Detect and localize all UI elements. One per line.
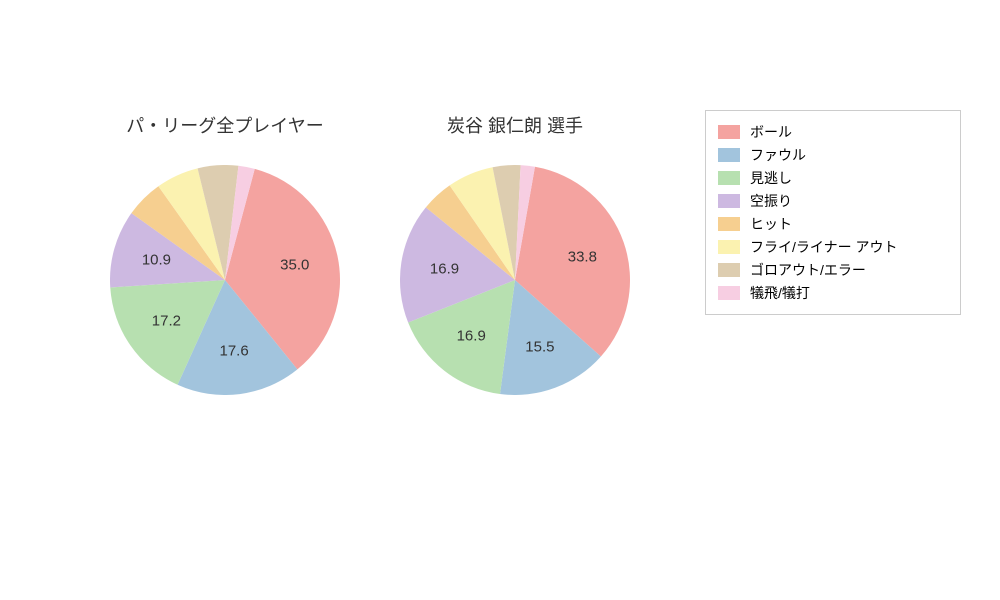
legend-swatch-foul (718, 148, 740, 162)
chart-container: パ・リーグ全プレイヤー 炭谷 銀仁朗 選手 35.0 17.6 17.2 10.9 3… (0, 0, 1000, 600)
legend-item-swing: 空振り (718, 191, 948, 211)
legend-label-ball: ボール (750, 122, 792, 142)
legend-swatch-swing (718, 194, 740, 208)
legend-item-foul: ファウル (718, 145, 948, 165)
pie-label-foul: 15.5 (525, 338, 554, 355)
legend-swatch-ground (718, 263, 740, 277)
legend: ボールファウル見逃し空振りヒットフライ/ライナー アウトゴロアウト/エラー犠飛/… (705, 110, 961, 315)
pie-label-look: 17.2 (152, 312, 181, 329)
legend-item-fly: フライ/ライナー アウト (718, 237, 948, 257)
pie-label-ball: 35.0 (280, 257, 309, 274)
legend-label-foul: ファウル (750, 145, 806, 165)
legend-label-fly: フライ/ライナー アウト (750, 237, 898, 257)
legend-label-sacrifice: 犠飛/犠打 (750, 283, 810, 303)
legend-label-ground: ゴロアウト/エラー (750, 260, 866, 280)
legend-swatch-sacrifice (718, 286, 740, 300)
legend-label-look: 見逃し (750, 168, 792, 188)
legend-swatch-hit (718, 217, 740, 231)
legend-item-look: 見逃し (718, 168, 948, 188)
legend-label-hit: ヒット (750, 214, 792, 234)
legend-swatch-fly (718, 240, 740, 254)
pie-label-look: 16.9 (457, 328, 486, 345)
pie-label-foul: 17.6 (219, 342, 248, 359)
chart-title-league: パ・リーグ全プレイヤー (115, 112, 335, 138)
legend-item-hit: ヒット (718, 214, 948, 234)
pie-chart-league: 35.0 17.6 17.2 10.9 (110, 165, 340, 395)
legend-item-sacrifice: 犠飛/犠打 (718, 283, 948, 303)
pie-label-swing: 10.9 (142, 252, 171, 269)
pie-label-swing: 16.9 (430, 261, 459, 278)
pie-chart-player: 33.8 15.5 16.9 16.9 (400, 165, 630, 395)
legend-item-ball: ボール (718, 122, 948, 142)
pie-label-ball: 33.8 (568, 248, 597, 265)
legend-label-swing: 空振り (750, 191, 792, 211)
legend-swatch-ball (718, 125, 740, 139)
chart-title-player: 炭谷 銀仁朗 選手 (405, 112, 625, 138)
legend-swatch-look (718, 171, 740, 185)
legend-item-ground: ゴロアウト/エラー (718, 260, 948, 280)
